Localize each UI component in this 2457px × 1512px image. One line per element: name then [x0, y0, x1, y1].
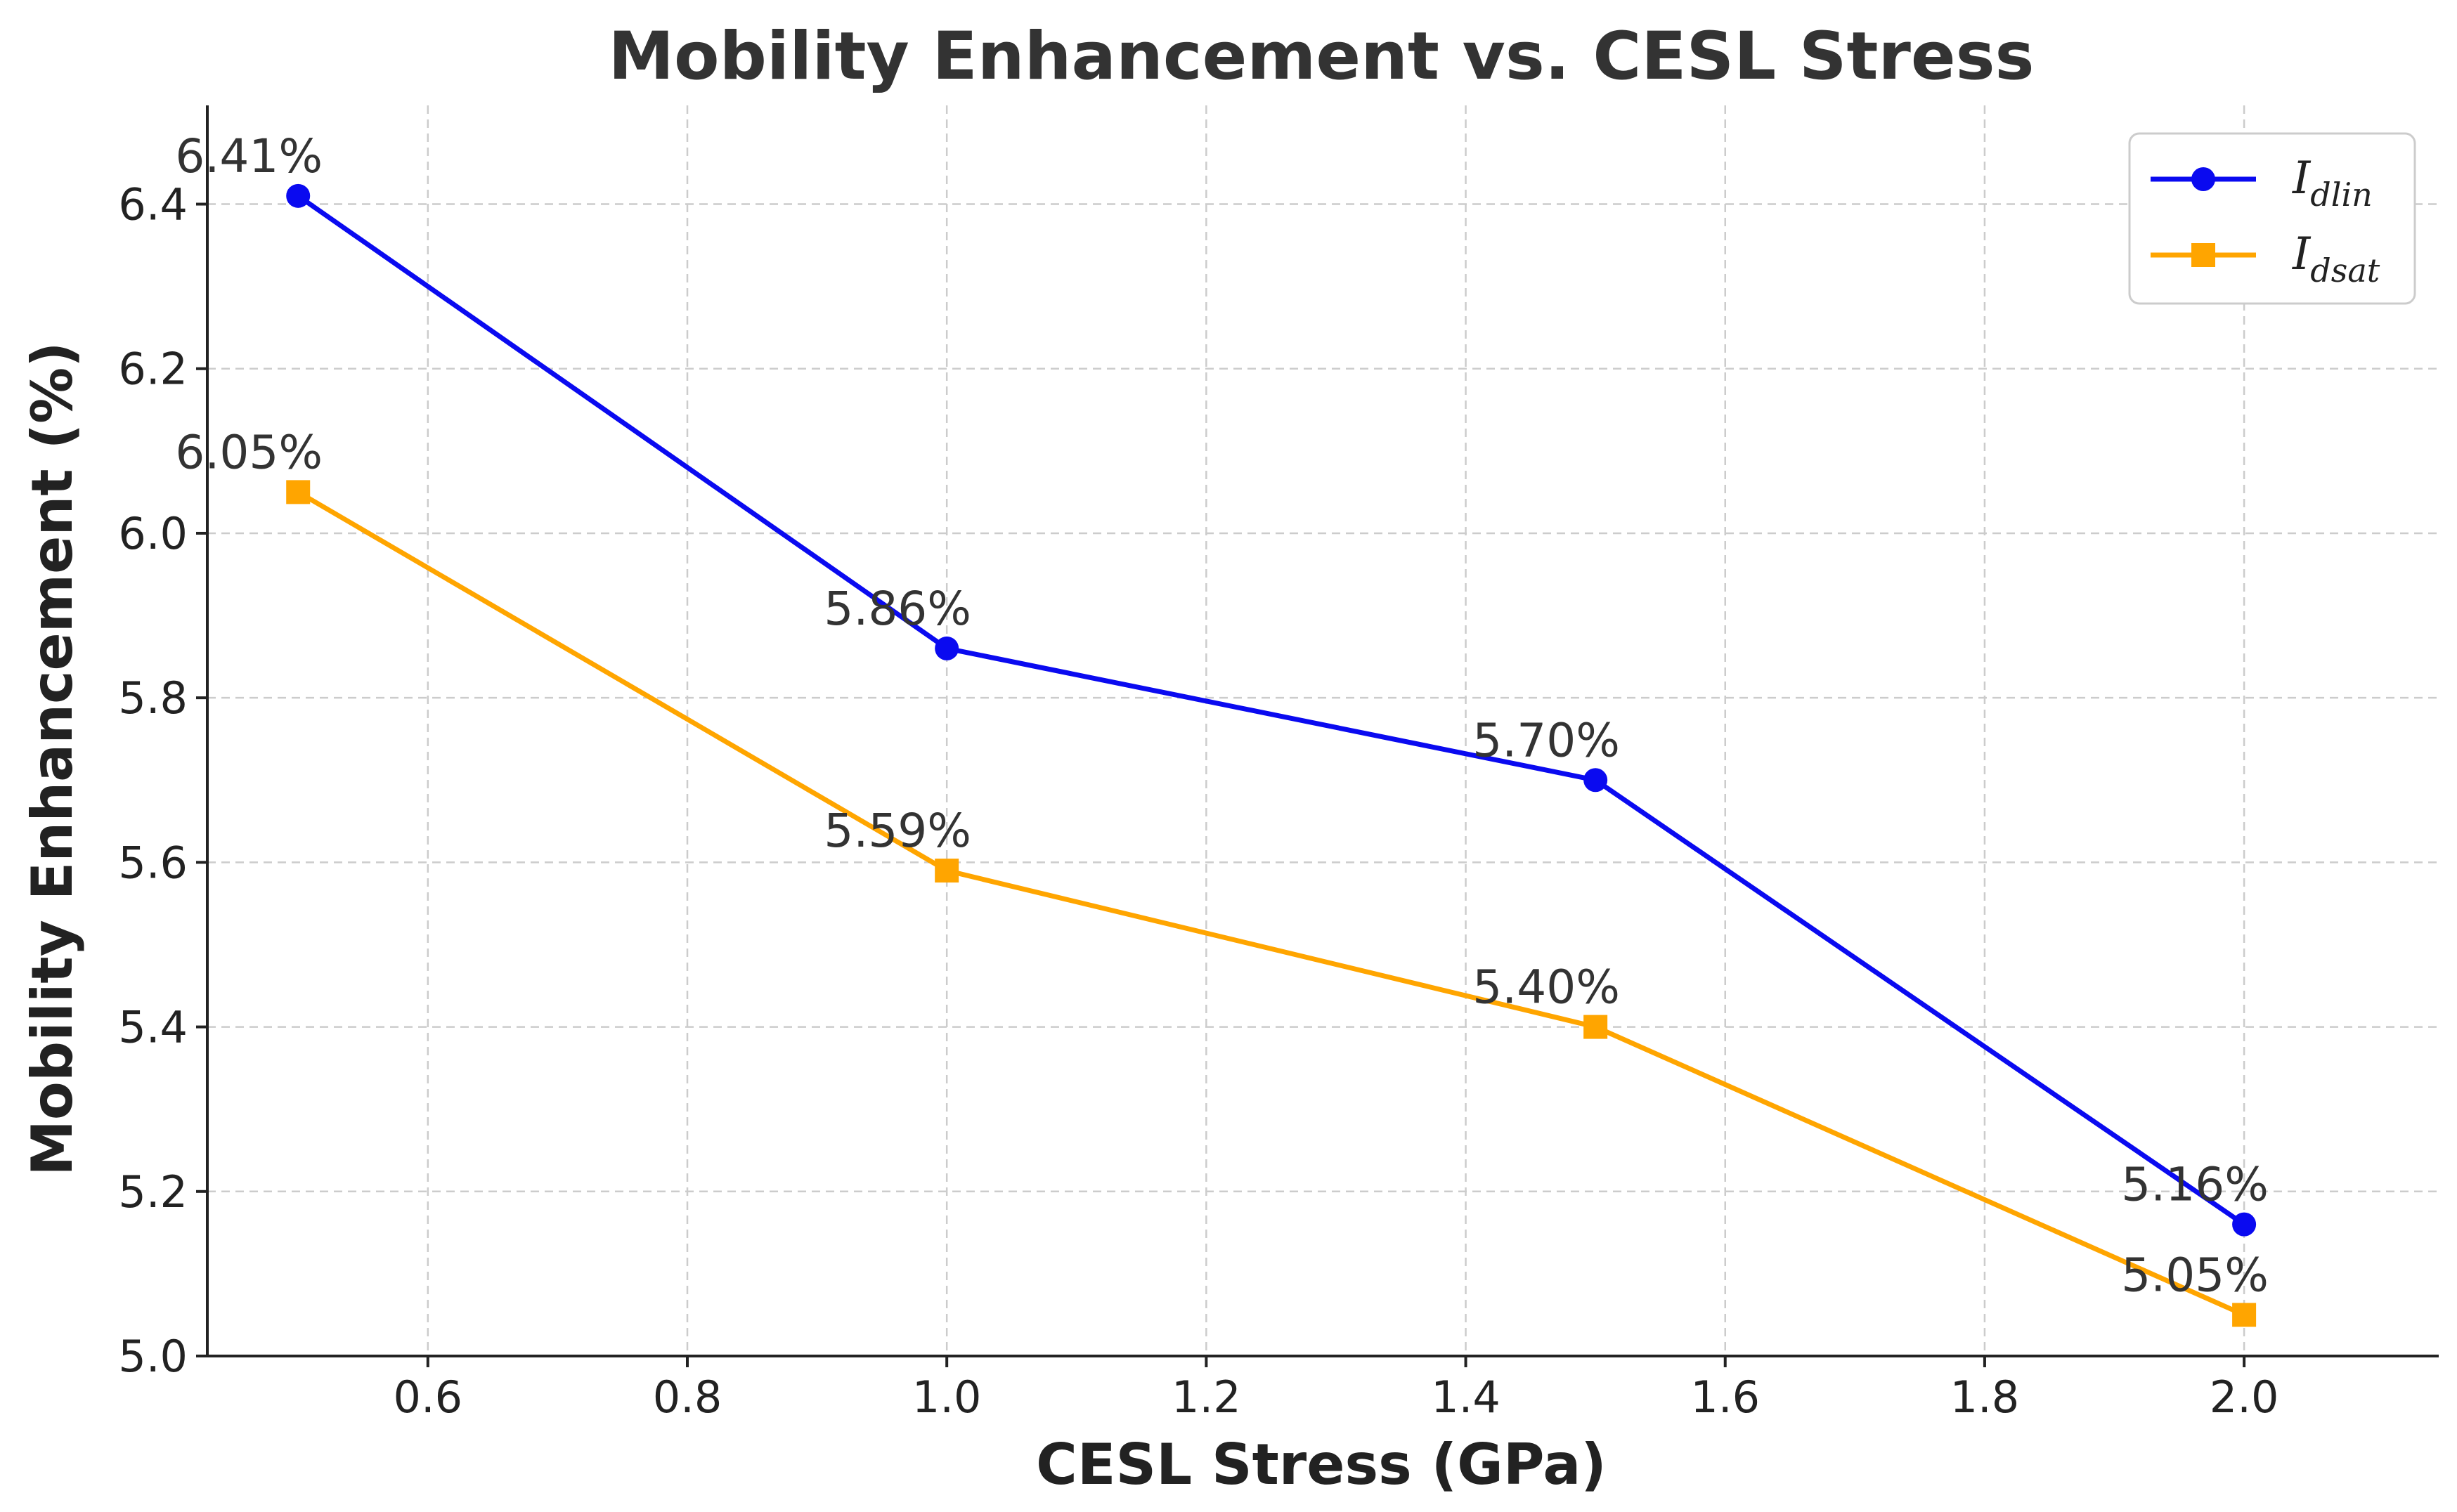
legend-marker: [2191, 243, 2215, 267]
y-tick-label: 6.0: [118, 508, 188, 559]
x-tick-label: 1.8: [1950, 1371, 2020, 1423]
series: [286, 183, 2257, 1327]
legend-label-subscript: dsat: [2310, 252, 2380, 289]
data-label: 5.40%: [1472, 960, 1620, 1015]
x-tick-label: 2.0: [2210, 1371, 2279, 1423]
data-label: 5.86%: [824, 582, 971, 636]
series-line-i-dlin: [297, 193, 2246, 1227]
legend-label-subscript: dlin: [2310, 176, 2373, 214]
data-point: [1583, 768, 1608, 793]
x-tick-label: 0.6: [394, 1371, 463, 1423]
x-tick-label: 1.0: [912, 1371, 982, 1423]
legend-label: Idlin: [2292, 152, 2373, 214]
y-tick-label: 5.8: [118, 672, 188, 724]
x-tick-label: 1.6: [1690, 1371, 1760, 1423]
y-tick-label: 5.6: [118, 837, 188, 888]
data-point: [2232, 1303, 2257, 1327]
x-axis-label: CESL Stress (GPa): [1036, 1432, 1607, 1497]
y-axis-label: Mobility Enhancement (%): [20, 341, 85, 1175]
data-label: 5.70%: [1472, 713, 1620, 767]
data-point: [286, 183, 311, 208]
data-point: [935, 636, 959, 660]
x-tick-label: 1.2: [1172, 1371, 1241, 1423]
data-label: 5.59%: [824, 804, 971, 858]
x-tick-label: 1.4: [1431, 1371, 1500, 1423]
data-label: 6.05%: [175, 425, 323, 479]
y-tick-label: 5.0: [118, 1331, 188, 1382]
y-tick-label: 6.2: [118, 344, 188, 395]
data-label: 5.16%: [2121, 1158, 2269, 1212]
y-tick-label: 5.2: [118, 1166, 188, 1218]
y-tick-label: 5.4: [118, 1002, 188, 1053]
data-label: 6.41%: [175, 129, 323, 183]
axes: [206, 105, 2439, 1357]
chart-title: Mobility Enhancement vs. CESL Stress: [609, 18, 2035, 95]
legend-label: Idsat: [2292, 228, 2380, 289]
ticks: 0.6 0.8 1.0 1.2 1.4 1.6 1.8 2.05.05.25.45.65.86…: [118, 179, 2278, 1423]
data-label: 5.05%: [2121, 1248, 2269, 1302]
data-point: [286, 480, 311, 504]
series-line-i-dsat: [297, 490, 2245, 1317]
legend-label-main: I: [2292, 228, 2312, 280]
x-tick-label: 0.8: [653, 1371, 722, 1423]
data-point: [935, 859, 959, 883]
data-labels: 6.41% 5.86% 5.70% 5.16% 6.05% 5.59% 5.40% 5.05%: [175, 129, 2269, 1303]
legend-label-main: I: [2292, 152, 2312, 204]
data-point: [2232, 1212, 2257, 1237]
y-tick-label: 6.4: [118, 179, 188, 230]
legend-marker: [2191, 167, 2215, 191]
data-point: [1583, 1015, 1608, 1039]
